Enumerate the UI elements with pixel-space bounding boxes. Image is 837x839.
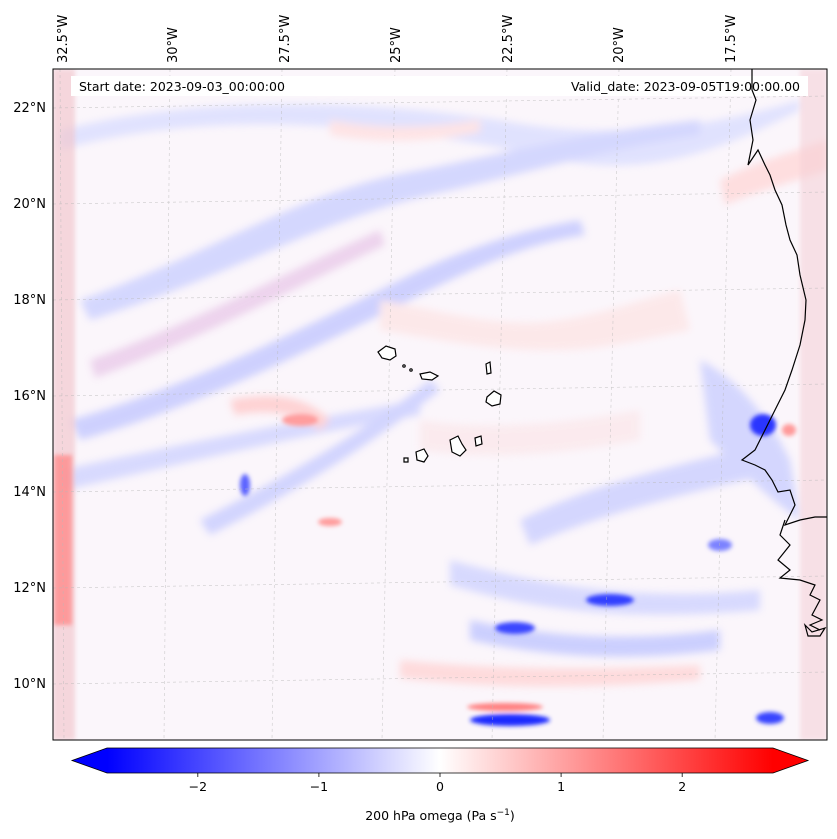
lon-label: 22.5°W xyxy=(501,15,516,63)
cape-verde-islands xyxy=(377,345,502,463)
colorbar-tick-label: 2 xyxy=(678,779,686,794)
header-strip xyxy=(71,76,808,96)
latitude-labels: 22°N 20°N 18°N 16°N 14°N 12°N 10°N xyxy=(13,101,46,692)
lat-label: 22°N xyxy=(13,101,46,116)
lon-label: 30°W xyxy=(166,27,181,63)
lat-label: 10°N xyxy=(13,677,46,692)
colorbar-tick-label: −2 xyxy=(189,779,207,794)
lat-label: 16°N xyxy=(13,389,46,404)
lon-label: 20°W xyxy=(612,27,627,63)
lat-label: 14°N xyxy=(13,485,46,500)
coastline xyxy=(740,69,827,637)
lon-label: 27.5°W xyxy=(278,15,293,63)
map-panel xyxy=(52,68,828,741)
lat-label: 20°N xyxy=(13,197,46,212)
colorbar-min-extension xyxy=(72,748,107,773)
colorbar-tick-label: 0 xyxy=(436,779,444,794)
colorbar-label: 200 hPa omega (Pa s−1) xyxy=(365,808,515,823)
colorbar-outline xyxy=(70,747,810,774)
lat-label: 12°N xyxy=(13,581,46,596)
colorbar: −2 −1 0 1 2 200 hPa omega (Pa s−1) xyxy=(70,747,810,823)
colorbar-max-extension xyxy=(773,748,808,773)
omega-field xyxy=(53,69,827,740)
graticule xyxy=(53,69,827,740)
colorbar-tick-label: −1 xyxy=(310,779,328,794)
map-frame xyxy=(52,68,828,741)
colorbar-ticks: −2 −1 0 1 2 xyxy=(189,773,686,794)
colorbar-tick-label: 1 xyxy=(557,779,565,794)
lon-label: 25°W xyxy=(389,27,404,63)
lat-label: 18°N xyxy=(13,293,46,308)
lon-label: 17.5°W xyxy=(724,15,739,63)
colorbar-gradient xyxy=(107,748,773,773)
longitude-labels: 32.5°W 30°W 27.5°W 25°W 22.5°W 20°W 17.5… xyxy=(56,15,739,63)
lon-label: 32.5°W xyxy=(56,15,71,63)
valid-date-label: Valid_date: 2023-09-05T19:00:00.00 xyxy=(571,79,800,94)
start-date-label: Start date: 2023-09-03_00:00:00 xyxy=(79,79,285,94)
